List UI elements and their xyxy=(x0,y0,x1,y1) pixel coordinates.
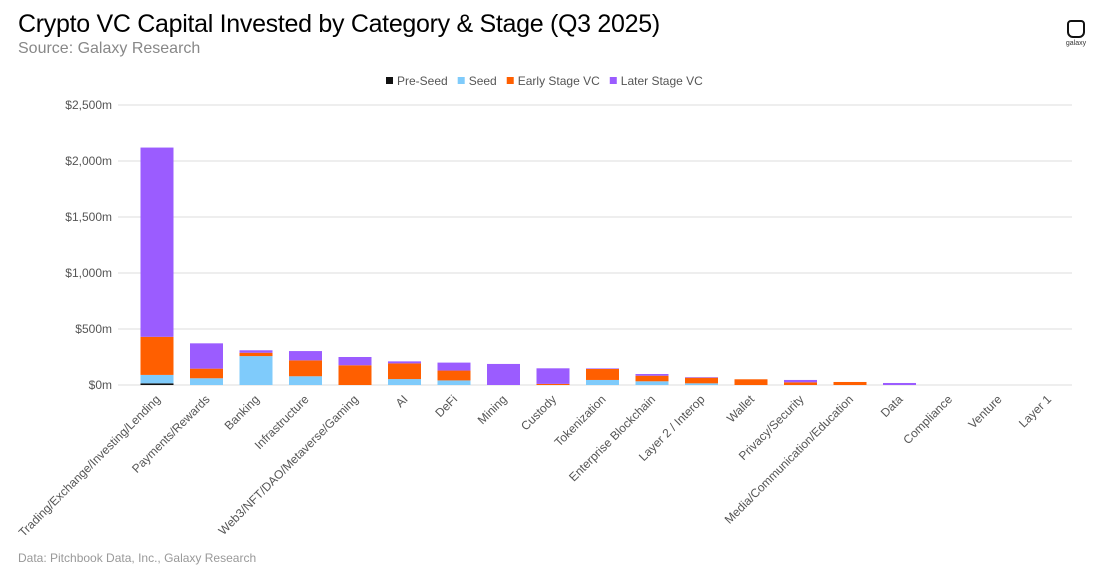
bar-segment-early-stage-vc xyxy=(289,360,322,377)
logo-wordmark: galaxy xyxy=(1065,40,1087,47)
bar-segment-early-stage-vc xyxy=(833,381,867,385)
legend-label: Seed xyxy=(469,74,497,88)
y-tick-label: $1,000m xyxy=(65,266,112,280)
y-tick-label: $1,500m xyxy=(65,210,112,224)
x-tick-label: DeFi xyxy=(432,392,460,420)
bar-segment-early-stage-vc xyxy=(190,368,223,379)
bar-segment-later-stage-vc xyxy=(437,362,471,371)
x-tick-label: Layer 1 xyxy=(1016,392,1054,430)
bar-segment-later-stage-vc xyxy=(586,368,619,369)
galaxy-logo-icon xyxy=(1067,20,1085,38)
bar-segment-later-stage-vc xyxy=(140,147,174,337)
x-tick-label: Enterprise Blockchain xyxy=(566,392,658,484)
legend-swatch xyxy=(609,77,617,84)
x-tick-label: Banking xyxy=(222,392,263,433)
x-tick-label: Compliance xyxy=(900,392,955,447)
data-source-note: Data: Pitchbook Data, Inc., Galaxy Resea… xyxy=(18,551,257,565)
bar-segment-early-stage-vc xyxy=(536,383,570,385)
galaxy-logo: galaxy xyxy=(1060,20,1092,47)
x-tick-label: AI xyxy=(393,392,411,410)
bar-segment-later-stage-vc xyxy=(635,374,669,376)
bar-segment-later-stage-vc xyxy=(239,350,273,353)
bar-segment-early-stage-vc xyxy=(685,377,718,384)
legend-swatch xyxy=(506,77,514,84)
bar-segment-early-stage-vc xyxy=(734,379,768,385)
x-tick-label: Wallet xyxy=(724,392,758,426)
legend-swatch xyxy=(457,77,465,84)
bar-segment-early-stage-vc xyxy=(586,368,619,380)
y-tick-label: $500m xyxy=(75,322,112,336)
bar-segment-seed xyxy=(239,356,273,385)
legend-label: Later Stage VC xyxy=(621,74,703,88)
x-tick-label: Venture xyxy=(965,392,1004,431)
bar-segment-seed xyxy=(388,379,421,385)
bar-segment-early-stage-vc xyxy=(437,370,471,381)
bar-segment-seed xyxy=(437,380,471,385)
x-tick-label: Custody xyxy=(518,392,559,433)
bar-segment-seed xyxy=(140,374,174,384)
x-tick-label: Mining xyxy=(475,392,510,427)
bar-segment-seed xyxy=(289,376,322,385)
bar-segment-seed xyxy=(586,379,619,385)
bar-segment-later-stage-vc xyxy=(338,357,372,366)
bar-segment-later-stage-vc xyxy=(883,382,916,385)
bar-segment-later-stage-vc xyxy=(388,361,421,364)
bar-segment-early-stage-vc xyxy=(388,363,421,380)
chart-title: Crypto VC Capital Invested by Category &… xyxy=(18,10,660,38)
bar-segment-pre-seed xyxy=(140,383,174,385)
bar-segment-early-stage-vc xyxy=(140,336,174,375)
y-tick-label: $0m xyxy=(89,378,112,392)
bar-segment-later-stage-vc xyxy=(784,379,817,383)
bar-segment-seed xyxy=(190,378,223,385)
bar-segment-early-stage-vc xyxy=(784,382,817,385)
bar-segment-later-stage-vc xyxy=(289,351,322,361)
bar-segment-early-stage-vc xyxy=(239,352,273,357)
bar-segment-later-stage-vc xyxy=(190,343,223,369)
chart-subtitle: Source: Galaxy Research xyxy=(18,40,201,57)
bar-segment-later-stage-vc xyxy=(685,377,718,378)
x-tick-label: Data xyxy=(878,392,906,420)
legend-label: Early Stage VC xyxy=(518,74,600,88)
bar-segment-early-stage-vc xyxy=(338,365,372,385)
bar-segment-early-stage-vc xyxy=(635,375,669,382)
legend-label: Pre-Seed xyxy=(397,74,448,88)
bar-segment-seed xyxy=(685,383,718,385)
bar-segment-later-stage-vc xyxy=(487,363,520,385)
bar-segment-later-stage-vc xyxy=(536,368,570,384)
bar-segment-seed xyxy=(635,381,669,385)
y-tick-label: $2,000m xyxy=(65,154,112,168)
y-tick-label: $2,500m xyxy=(65,98,112,112)
legend-swatch xyxy=(386,77,393,84)
